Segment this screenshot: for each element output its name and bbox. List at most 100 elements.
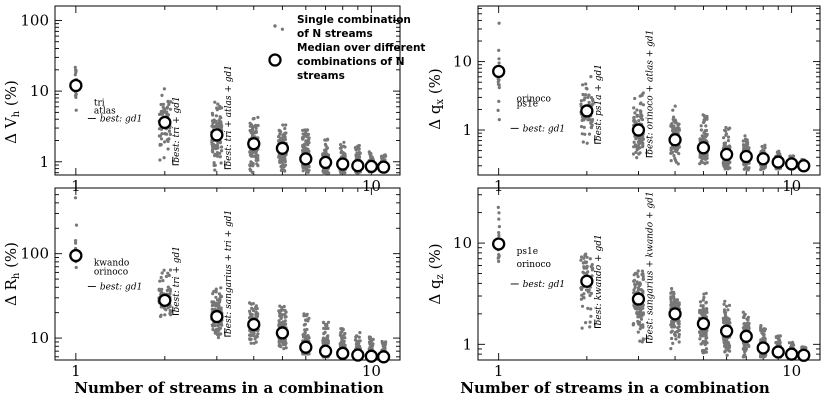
single-combination-point [585,288,589,292]
single-combination-point [164,274,168,279]
single-combination-point [641,337,645,341]
y-tick-label: 100 [20,245,49,263]
single-combination-point [673,104,677,108]
single-combination-point [677,332,681,337]
single-combination-point [589,307,593,311]
single-combination-point [357,155,361,159]
median-marker [376,160,391,174]
single-combination-point [677,325,681,329]
x-tick-label: 1 [71,362,81,380]
single-combination-point [219,145,224,149]
single-combination-point [369,344,373,348]
single-combination-point [214,290,218,294]
single-combination-point [727,342,731,346]
single-combination-point [579,125,584,129]
single-combination-point [322,170,326,174]
y-tick-label: 10 [30,329,49,347]
single-combination-point [338,333,342,337]
single-combination-point [211,327,215,332]
single-combination-point [635,272,639,276]
single-combination-point [211,121,215,125]
single-combination-point [255,314,259,318]
median-marker [69,78,83,93]
stream-annotation: orinoco [94,268,128,278]
single-combination-point [640,340,644,344]
single-combination-point [216,102,220,106]
single-combination-point [582,271,586,275]
single-combination-point [774,335,779,340]
single-combination-point [741,143,746,147]
single-combination-point [305,128,309,132]
median-marker [739,329,753,343]
single-combination-point [167,102,171,107]
single-combination-point [728,166,732,170]
single-combination-point [166,271,170,275]
single-combination-point [701,298,705,302]
single-combination-point [382,344,386,349]
median-marker [299,152,313,166]
single-combination-point [774,340,778,344]
best-annotation-n3: best: tri + atlas + gd1 [224,65,234,167]
y-tick-label: 10 [453,53,472,71]
single-combination-point [497,211,501,215]
single-combination-point [579,285,584,290]
single-combination-point [214,295,218,299]
stream-annotation: atlas [94,107,116,117]
single-combination-point [672,119,676,123]
single-combination-point [669,159,673,163]
single-combination-point [641,144,645,148]
single-combination-point [580,132,584,136]
single-combination-point [283,160,287,164]
single-combination-point [368,152,372,156]
single-combination-point [579,297,584,301]
single-combination-point [252,341,256,345]
x-tick-label: 1 [494,177,504,195]
single-combination-point [250,150,254,155]
median-marker [719,147,734,162]
single-combination-point [635,113,639,117]
single-combination-point [743,325,747,329]
single-combination-point [74,223,79,227]
single-combination-point [632,288,636,292]
single-combination-point [277,344,281,348]
single-combination-point [219,294,224,299]
single-combination-point [256,164,260,168]
single-combination-point [699,128,704,132]
single-combination-point [497,254,501,258]
single-combination-point [591,266,595,270]
single-combination-point [670,287,674,291]
single-combination-point [639,109,643,114]
single-combination-point [283,126,287,131]
y-tick-label: 100 [20,11,49,29]
single-combination-point [725,353,729,357]
median-marker [580,104,594,118]
y-tick-label: 1 [462,121,472,139]
single-combination-point [698,337,702,341]
ylabel-qz: Δ qz (%) [426,243,446,304]
single-combination-point [283,340,287,344]
single-combination-point [746,168,750,172]
single-combination-point [256,158,260,162]
stream-annotation: tri [94,99,105,109]
single-combination-point [496,205,500,209]
single-combination-point [762,335,766,340]
single-combination-point [219,161,223,165]
single-combination-point [677,122,681,126]
single-combination-point [634,150,638,154]
single-combination-point [579,99,584,103]
single-combination-point [641,274,645,279]
single-combination-point [633,283,637,287]
single-combination-point [168,268,173,272]
single-combination-point [671,341,675,345]
single-combination-point [699,124,703,128]
single-combination-point [284,346,288,350]
single-combination-point [635,108,639,112]
legend-single-marker [273,24,277,28]
single-combination-point [638,283,642,288]
single-combination-point [639,136,643,140]
median-marker [756,341,770,355]
single-combination-point [760,328,765,332]
single-combination-point [582,296,586,300]
single-combination-point [704,291,708,295]
single-combination-point [701,341,705,345]
